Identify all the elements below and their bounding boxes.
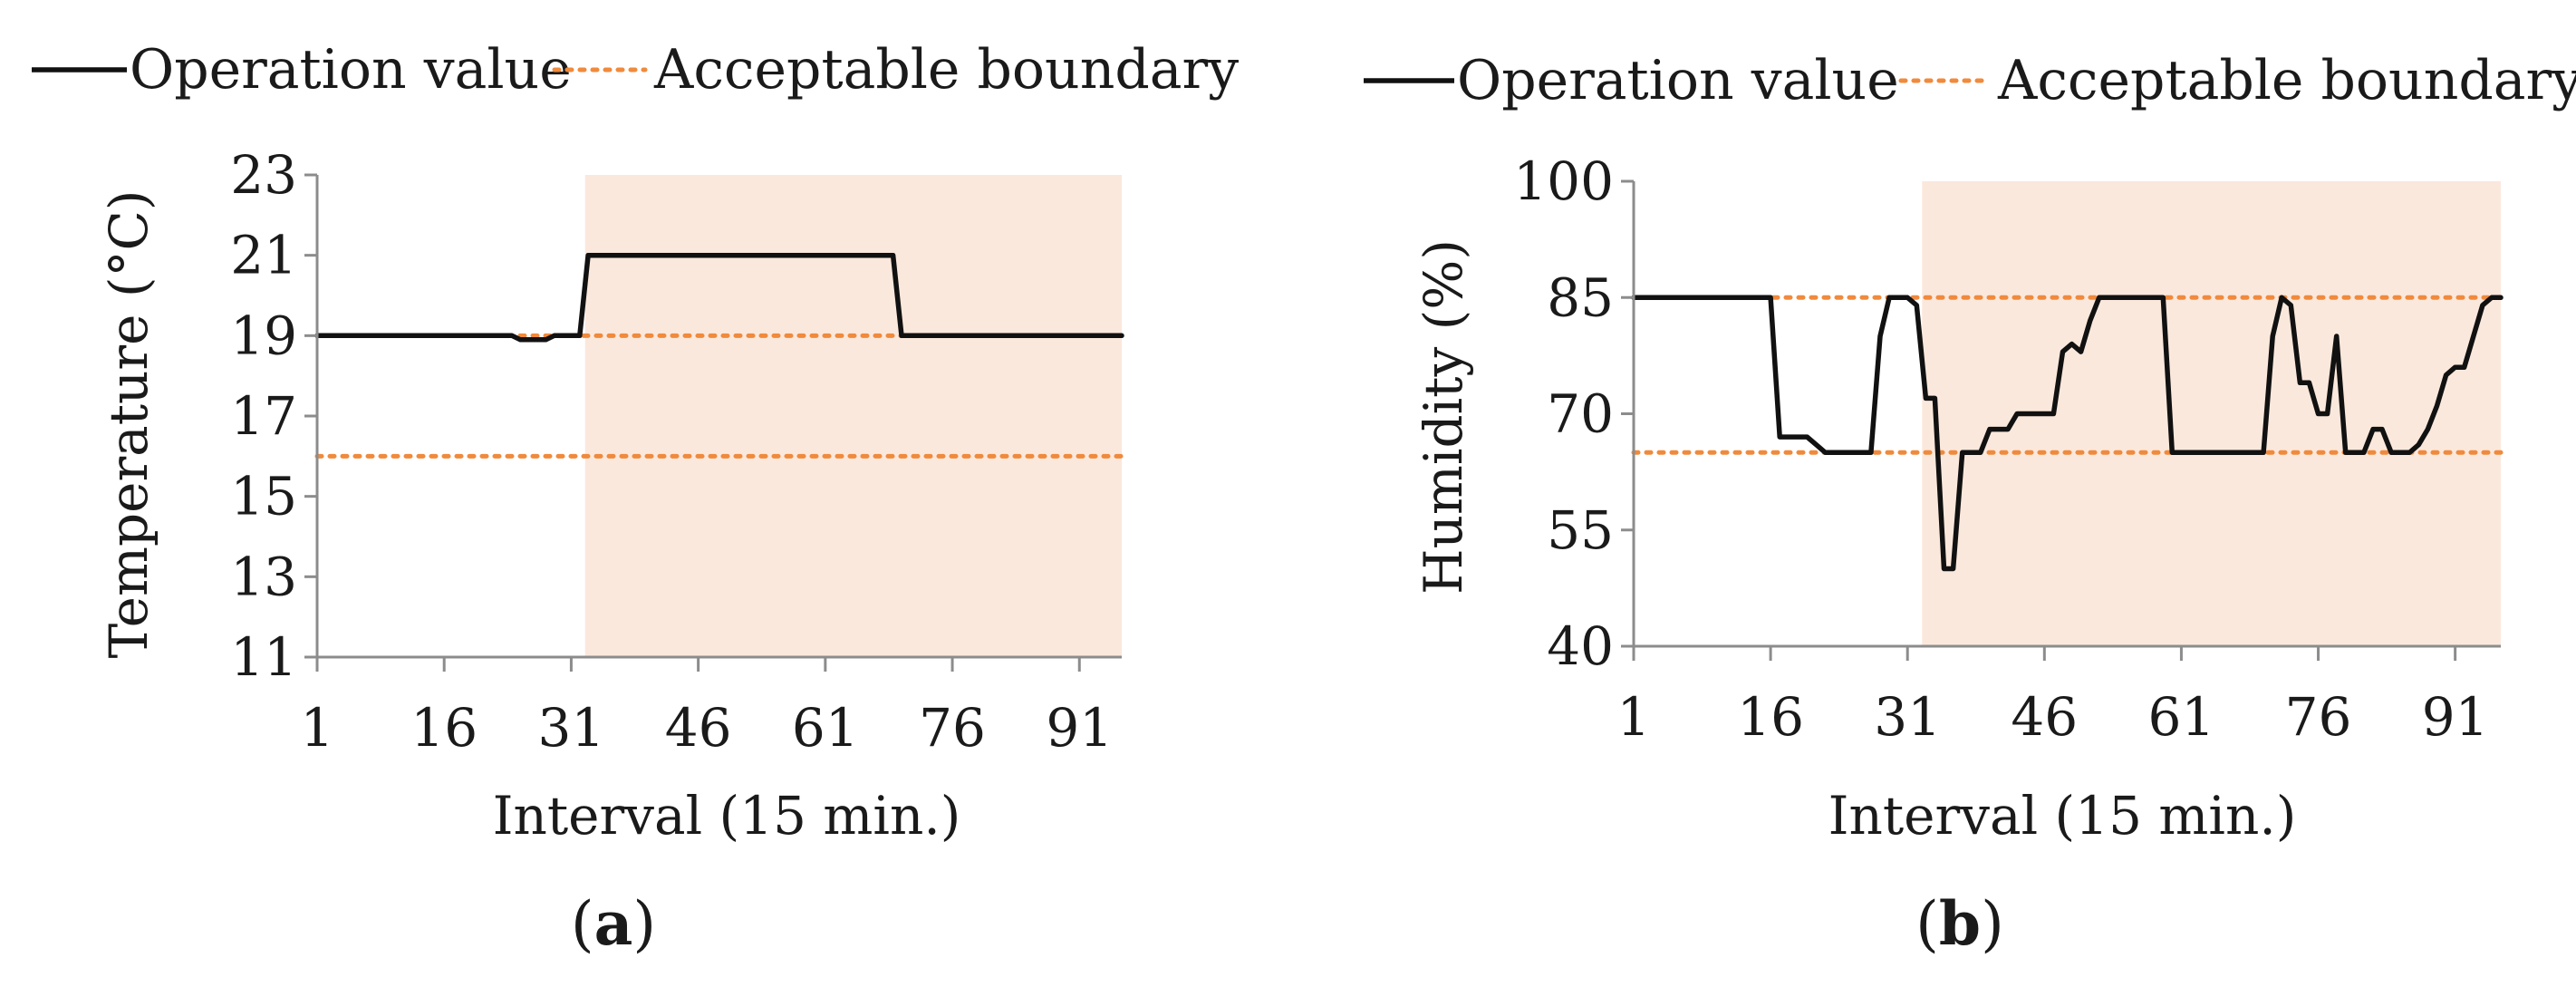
y-tick-label-a: 15 (230, 466, 297, 527)
x-tick-label-b: 46 (2011, 686, 2078, 748)
legend-boundary-label-a: Acceptable boundary (653, 38, 1239, 102)
y-tick-label-b: 40 (1547, 615, 1614, 677)
y-axis-title-a: Temperature (°C) (98, 189, 159, 658)
panel-a-chart: Operation value Acceptable boundary 1113… (32, 38, 1239, 959)
panel-label-a: (a) (571, 888, 656, 959)
x-tick-label-a: 46 (665, 697, 732, 759)
x-tick-label-a: 91 (1046, 697, 1113, 759)
shaded-region-a (584, 175, 1122, 657)
operation-value-line-a (314, 252, 1124, 343)
legend-operation-label-a: Operation value (130, 38, 572, 102)
x-axis-title-a: Interval (15 min.) (493, 785, 961, 847)
y-tick-label-b: 85 (1547, 266, 1614, 328)
operation-value-line-b (1631, 295, 2504, 572)
y-tick-label-a: 11 (230, 626, 297, 688)
x-tick-label-a: 31 (538, 697, 605, 759)
legend-boundary-label-b: Acceptable boundary (1997, 49, 2576, 112)
y-tick-label-a: 13 (230, 546, 297, 607)
x-tick-label-b: 91 (2422, 686, 2489, 748)
y-tick-label-b: 70 (1547, 383, 1614, 445)
legend-operation-label-b: Operation value (1457, 49, 1899, 112)
panel-label-b: (b) (1915, 888, 2004, 959)
y-tick-label-a: 17 (230, 385, 297, 447)
y-tick-label-b: 55 (1547, 499, 1614, 561)
x-tick-label-b: 31 (1874, 686, 1941, 748)
x-tick-label-b: 76 (2285, 686, 2352, 748)
x-tick-label-a: 61 (792, 697, 859, 759)
x-tick-label-a: 76 (919, 697, 986, 759)
panel-b-chart: Operation value Acceptable boundary 40 55… (1364, 49, 2576, 959)
x-tick-label-b: 61 (2148, 686, 2215, 748)
y-tick-label-a: 23 (230, 144, 297, 206)
x-axis-title-b: Interval (15 min.) (1828, 785, 2297, 847)
y-tick-label-a: 19 (230, 305, 297, 366)
y-tick-label-b: 100 (1513, 150, 1614, 212)
x-tick-label-b: 16 (1737, 686, 1804, 748)
y-ticks-b: 40 55 70 85 100 (1513, 150, 1634, 677)
x-tick-label-b: 1 (1617, 686, 1651, 748)
x-ticks-b: 1 16 31 46 61 76 91 (1617, 646, 2489, 748)
x-tick-label-a: 16 (410, 697, 478, 759)
y-ticks-a: 11 13 15 17 19 21 23 (230, 144, 317, 688)
y-axis-title-b: Humidity (%) (1413, 239, 1474, 595)
shaded-region-b (1922, 181, 2501, 646)
y-tick-label-a: 21 (230, 225, 297, 286)
x-ticks-a: 1 16 31 46 61 76 91 (301, 657, 1113, 759)
x-tick-label-a: 1 (301, 697, 334, 759)
